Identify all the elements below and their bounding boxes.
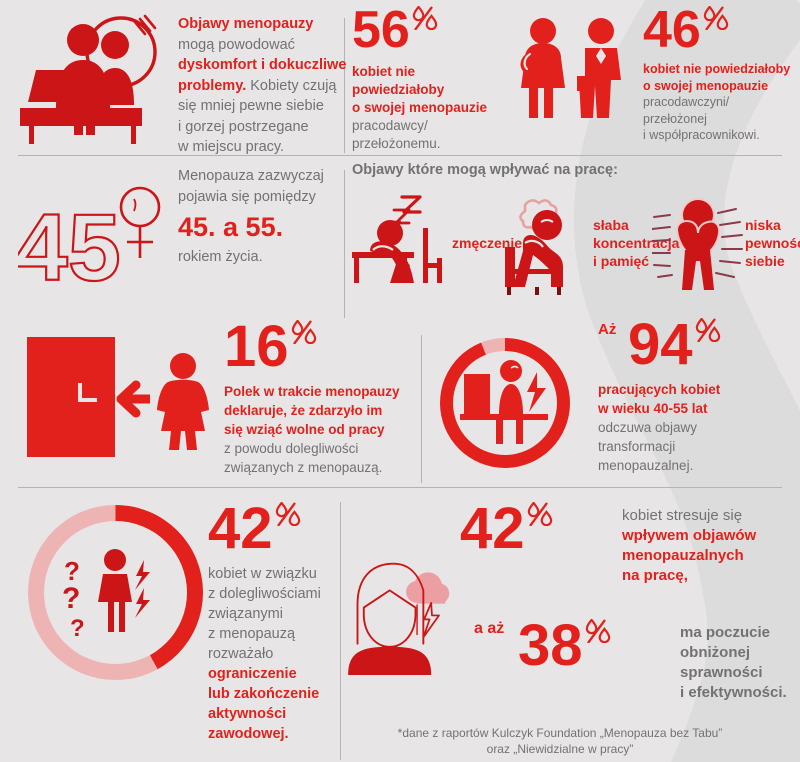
svg-text:?: ? bbox=[70, 615, 85, 642]
svg-text:45: 45 bbox=[18, 195, 121, 290]
svg-text:?: ? bbox=[62, 582, 80, 615]
